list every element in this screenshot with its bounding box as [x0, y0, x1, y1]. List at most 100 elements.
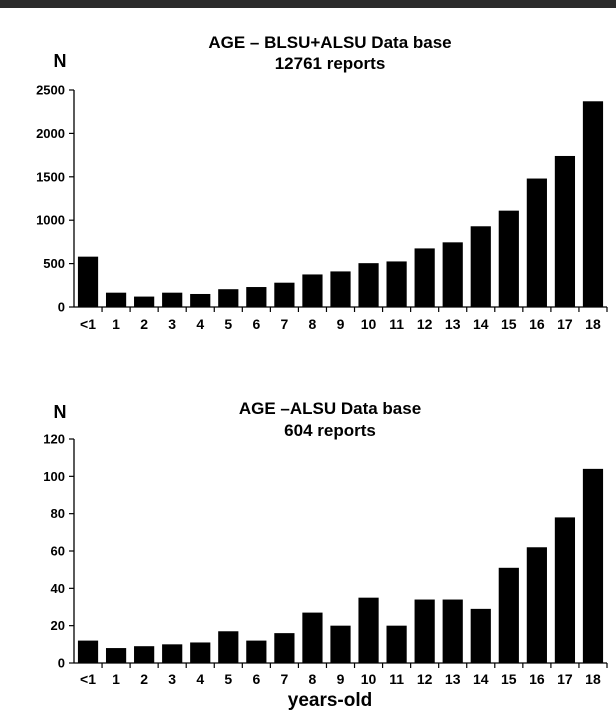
chart-1-y-ticks: 0 500 1000 1500 2000 2500: [36, 83, 74, 315]
x-tick-label: 7: [280, 316, 288, 332]
bar-17: [554, 517, 576, 663]
bar-1: [105, 648, 127, 663]
bar-17: [554, 155, 576, 307]
x-tick-label: 15: [501, 316, 517, 332]
x-tick-label: 11: [389, 671, 404, 687]
x-tick-label: 16: [529, 671, 545, 687]
y-tick-label: 80: [51, 506, 65, 521]
y-tick-label: 100: [43, 469, 65, 484]
x-tick-label: 18: [585, 316, 601, 332]
bar-3: [162, 644, 183, 663]
x-tick-label: 17: [557, 671, 573, 687]
x-tick-label: 16: [529, 316, 545, 332]
x-tick-label: <1: [80, 671, 96, 687]
bar-2: [134, 296, 155, 307]
bar-9: [330, 625, 351, 663]
bar-15: [498, 567, 519, 663]
chart-2-y-label: N: [54, 402, 67, 422]
chart-2-subtitle: 604 reports: [284, 421, 376, 440]
y-tick-label: 40: [51, 581, 65, 596]
bar-4: [190, 293, 211, 307]
chart-2-x-label: years-old: [288, 690, 372, 711]
chart-1: AGE – BLSU+ALSU Data base 12761 reports …: [36, 33, 608, 332]
bar-10: [358, 597, 379, 663]
bar-<1: [77, 640, 99, 663]
bar-15: [498, 210, 519, 307]
x-tick-label: 4: [196, 316, 204, 332]
bar-8: [302, 274, 323, 307]
x-tick-label: 4: [196, 671, 204, 687]
chart-1-subtitle: 12761 reports: [275, 54, 386, 73]
x-tick-label: 2: [140, 671, 148, 687]
chart-1-y-label: N: [54, 51, 67, 71]
bar-10: [358, 263, 379, 307]
chart-2-bars: [77, 468, 604, 663]
bar-16: [526, 178, 547, 307]
x-tick-label: 6: [252, 316, 260, 332]
x-tick-label: 12: [417, 316, 433, 332]
chart-2-title: AGE –ALSU Data base: [239, 399, 421, 418]
x-tick-label: 3: [168, 316, 176, 332]
bar-6: [246, 640, 267, 663]
x-tick-label: 3: [168, 671, 176, 687]
x-tick-label: 7: [280, 671, 288, 687]
x-tick-label: 14: [473, 316, 489, 332]
chart-2: AGE –ALSU Data base 604 reports N 0 20 40 6…: [43, 399, 608, 711]
y-tick-label: 0: [58, 300, 65, 315]
bar-16: [526, 547, 547, 663]
bar-13: [442, 599, 463, 663]
y-tick-label: 500: [43, 256, 65, 271]
y-tick-label: 60: [51, 544, 65, 559]
x-tick-label: 8: [309, 316, 317, 332]
x-tick-label: 13: [445, 316, 461, 332]
bar-13: [442, 242, 463, 307]
x-tick-label: <1: [80, 316, 96, 332]
bar-14: [470, 608, 491, 663]
bar-7: [274, 282, 295, 307]
bar-11: [386, 261, 407, 307]
bar-6: [246, 287, 267, 307]
x-tick-label: 11: [389, 316, 404, 332]
x-tick-label: 10: [361, 316, 377, 332]
chart-2-y-ticks: 0 20 40 60 80 100 120: [43, 432, 74, 671]
bar-9: [330, 271, 351, 307]
x-tick-label: 12: [417, 671, 433, 687]
x-tick-label: 8: [309, 671, 317, 687]
x-tick-label: 10: [361, 671, 377, 687]
x-tick-label: 5: [224, 316, 232, 332]
bar-4: [190, 642, 211, 663]
y-tick-label: 1500: [36, 169, 65, 184]
top-border-bar: [0, 0, 616, 8]
bar-2: [134, 646, 155, 663]
x-tick-label: 2: [140, 316, 148, 332]
x-tick-label: 15: [501, 671, 517, 687]
bar-8: [302, 612, 323, 663]
x-tick-label: 1: [112, 316, 120, 332]
bar-5: [218, 289, 239, 307]
bar-14: [470, 226, 491, 307]
y-tick-label: 2000: [36, 126, 65, 141]
bar-3: [162, 292, 183, 307]
x-tick-label: 14: [473, 671, 489, 687]
x-tick-label: 9: [337, 316, 345, 332]
x-tick-label: 5: [224, 671, 232, 687]
bar-12: [414, 599, 435, 663]
chart-1-x-ticks: <1 1 2 3 4 5 6 7 8 9 10 11 12 13 14 15 16 17 18: [80, 307, 608, 332]
x-tick-label: 6: [252, 671, 260, 687]
bar-12: [414, 248, 435, 307]
chart-2-x-ticks: <1 1 2 3 4 5 6 7 8 9 10 11 12 13 14 15 16 17 18: [80, 663, 608, 687]
y-tick-label: 20: [51, 618, 65, 633]
x-tick-label: 1: [112, 671, 120, 687]
bar-11: [386, 625, 407, 663]
chart-1-title: AGE – BLSU+ALSU Data base: [208, 33, 451, 52]
bar-<1: [77, 256, 99, 307]
y-tick-label: 0: [58, 656, 65, 671]
bar-1: [105, 292, 127, 307]
x-tick-label: 13: [445, 671, 461, 687]
bar-7: [274, 633, 295, 663]
x-tick-label: 18: [585, 671, 601, 687]
chart-1-bars: [77, 101, 604, 307]
y-tick-label: 120: [43, 432, 65, 447]
y-tick-label: 2500: [36, 83, 65, 98]
